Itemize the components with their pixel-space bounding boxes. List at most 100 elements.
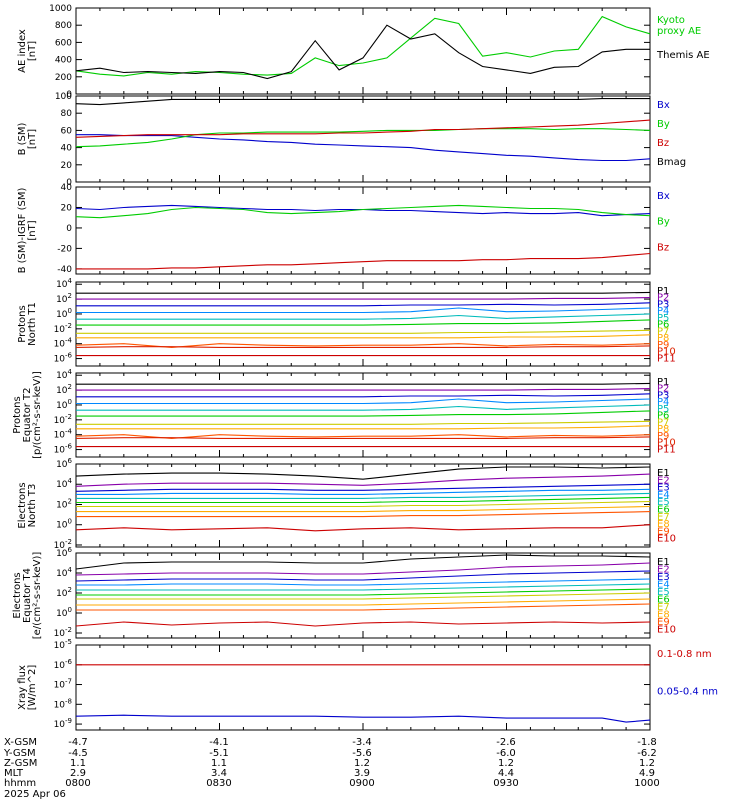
legend-entry: P5 (657, 404, 669, 415)
y-axis-label: Electrons (17, 482, 28, 528)
series-line (75, 119, 651, 138)
series-line (75, 15, 651, 77)
legend-entry: P6 (657, 411, 669, 422)
y-tick-label: 200 (55, 73, 72, 83)
y-tick-label: 102 (56, 586, 72, 599)
series-line (76, 302, 651, 307)
y-tick-label: 40 (61, 144, 73, 154)
axis-row-label: X-GSM (4, 737, 37, 748)
legend-entry: E1 (657, 468, 670, 479)
legend-entry: P7 (657, 417, 669, 428)
y-axis-label: North T3 (27, 484, 38, 528)
legend-entry: E4 (657, 490, 670, 501)
y-tick-label: 0 (66, 90, 72, 100)
legend-entry: Kyoto (657, 15, 685, 26)
panel-2: 100 80 60 40 20 0 B (SM) [nT] Bx By Bz Bmag (17, 92, 686, 188)
legend-entry: 0.1-0.8 nm (657, 649, 712, 660)
series-line (76, 398, 651, 405)
series-line (76, 134, 651, 162)
series-line (75, 714, 651, 723)
legend-entry: P9 (657, 340, 669, 351)
axis-row-label: MLT (4, 768, 24, 779)
series-line (76, 307, 651, 314)
legend-entry: P9 (657, 431, 669, 442)
y-tick-label: 100 (55, 92, 72, 102)
legend-entry: P1 (657, 377, 669, 388)
series-line (75, 204, 651, 217)
y-tick-label: 106 (56, 546, 72, 559)
axis-value: -2.6 (496, 737, 516, 748)
y-axis-label: Equator T2 (22, 388, 33, 443)
axis-value: -4.7 (68, 737, 88, 748)
y-tick-label: 800 (55, 21, 72, 31)
legend-entry: P3 (657, 390, 669, 401)
y-axis-label: [nT] (27, 220, 38, 240)
series-line (76, 319, 651, 326)
y-tick-label: 10-6 (54, 352, 73, 365)
series-line (76, 388, 651, 391)
y-tick-label: 10-2 (54, 322, 72, 335)
legend-entry: P2 (657, 293, 669, 304)
y-tick-label: 102 (56, 497, 72, 510)
series-line (76, 598, 651, 606)
legend-entry: Bx (657, 191, 670, 202)
legend-entry: P11 (657, 444, 676, 455)
series-line (76, 420, 651, 425)
y-tick-label: 10-6 (54, 443, 73, 456)
axis-row-label: Y-GSM (3, 748, 36, 759)
series-line (76, 297, 651, 300)
y-tick-label: 10-2 (54, 413, 72, 426)
y-tick-label: 10-9 (54, 717, 72, 730)
legend-entry: 0.05-0.4 nm (657, 687, 718, 698)
axis-value: 1000 (634, 778, 659, 789)
axis-row-label: Z-GSM (4, 758, 37, 769)
panel-5: 104 102 100 10-2 10-4 10-6 Protons Equator T2 [p… (12, 368, 676, 459)
y-tick-label: 10-5 (54, 638, 72, 651)
series-line (75, 434, 651, 439)
legend-entry: E8 (657, 610, 670, 621)
panel-4: 104 102 100 10-2 10-4 10-6 Protons North T1 P1P2… (17, 277, 676, 367)
axis-value: 0800 (65, 778, 90, 789)
axis-value: 4.9 (639, 768, 655, 779)
series-line (76, 252, 651, 270)
legend-entry: E7 (657, 602, 670, 613)
y-axis-label: AE index (17, 29, 28, 73)
series-line (76, 291, 651, 294)
y-tick-label: 60 (61, 126, 73, 136)
legend-entry: P2 (657, 384, 669, 395)
legend-entry: P10 (657, 438, 676, 449)
y-tick-label: -20 (57, 244, 72, 254)
axis-value: -5.1 (209, 748, 229, 759)
legend-entry: Bmag (657, 157, 686, 168)
series-line (75, 24, 650, 80)
axis-value: -4.1 (209, 737, 229, 748)
y-tick-label: 10-2 (54, 538, 72, 551)
y-axis-label: Xray flux (17, 665, 28, 710)
series-line (76, 382, 651, 385)
series-line (76, 313, 651, 320)
y-tick-label: 10-2 (54, 626, 72, 639)
axis-value: 3.9 (354, 768, 370, 779)
legend-entry: E1 (657, 557, 670, 568)
legend-entry: P3 (657, 299, 669, 310)
y-tick-label: 10-8 (54, 697, 72, 710)
series-line (76, 578, 651, 586)
y-tick-label: 102 (56, 292, 72, 305)
axis-value: 1.1 (211, 758, 227, 769)
y-tick-label: 10-4 (54, 428, 73, 441)
series-line (76, 500, 651, 508)
panel-1: 1000 800 600 400 200 0 AE index [nT] Kyotoproxy … (17, 4, 710, 100)
legend-entry: E10 (657, 625, 676, 636)
axis-value: 1.2 (498, 758, 514, 769)
legend-entry: E10 (657, 534, 676, 545)
axis-value: 0830 (206, 778, 231, 789)
axis-value: -5.6 (352, 748, 372, 759)
series-line (75, 436, 651, 439)
panel-frame (75, 281, 651, 367)
series-line (76, 334, 651, 339)
legend-entry: Themis AE (656, 50, 710, 61)
y-axis-label: B (SM)-IGRF (SM) (17, 188, 28, 274)
series-line (75, 524, 651, 532)
legend-entry: E7 (657, 512, 670, 523)
